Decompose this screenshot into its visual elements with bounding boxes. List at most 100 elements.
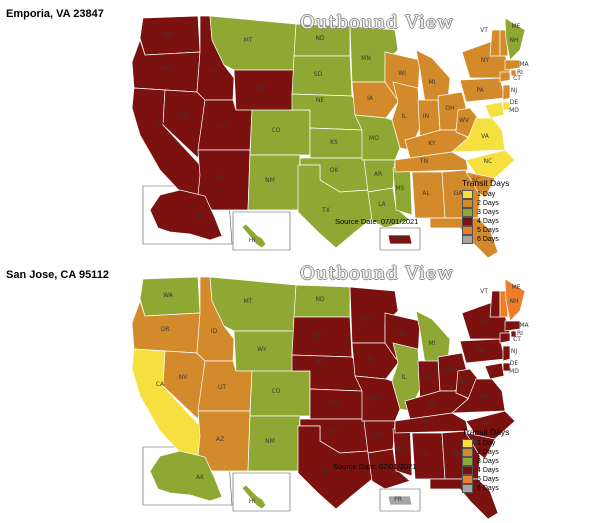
state-region-tn <box>394 151 469 173</box>
state-label-mt: MT <box>244 298 253 305</box>
state-label-mt: MT <box>244 37 253 44</box>
origin-label: San Jose, CA 95112 <box>6 269 109 281</box>
legend-label: 5 Days <box>477 227 499 234</box>
state-label-tn: TN <box>419 158 428 165</box>
transit-legend: Transit Days 1 Day 2 Days 3 Days 4 Days 5 Da… <box>462 178 542 244</box>
state-label-or: OR <box>161 326 170 333</box>
state-label-me: ME <box>512 23 521 30</box>
state-region-mt <box>209 15 297 71</box>
state-label-ia: IA <box>367 356 374 363</box>
state-label-wv: WV <box>459 378 470 385</box>
state-region-ri <box>510 69 517 77</box>
state-label-nh: NH <box>510 37 519 44</box>
legend-item: 2 Days <box>462 199 542 208</box>
state-label-oh: OH <box>445 366 454 373</box>
state-region-mi <box>415 310 451 364</box>
legend-swatch <box>462 457 473 466</box>
state-label-ut: UT <box>218 384 226 391</box>
state-label-wy: WY <box>257 85 267 92</box>
state-label-nc: NC <box>484 158 493 165</box>
state-label-az: AZ <box>216 436 224 443</box>
state-label-hi: HI <box>249 498 256 505</box>
state-label-vt: VT <box>480 288 488 295</box>
state-label-ri: RI <box>517 69 523 76</box>
legend-label: 1 Day <box>477 191 496 198</box>
state-label-va: VA <box>481 133 490 140</box>
state-label-oh: OH <box>445 105 454 112</box>
state-label-me: ME <box>512 284 521 291</box>
state-region-nj <box>502 345 511 362</box>
transit-legend: Transit Days 1 Day 2 Days 3 Days 4 Days 5 Da… <box>462 427 542 493</box>
state-label-ia: IA <box>367 95 374 102</box>
origin-label: Emporia, VA 23847 <box>6 8 104 20</box>
state-label-wa: WA <box>163 292 174 299</box>
state-label-al: AL <box>422 190 430 197</box>
state-region-fl <box>429 217 499 259</box>
legend-item: 1 Day <box>462 439 542 448</box>
state-label-ny: NY <box>481 57 489 64</box>
state-region-ak <box>149 189 223 241</box>
state-label-ma: MA <box>519 61 529 68</box>
state-label-ak: AK <box>196 474 205 481</box>
legend-label: 3 Days <box>477 209 499 216</box>
state-region-md <box>484 101 505 119</box>
state-label-wv: WV <box>459 117 470 124</box>
state-label-ut: UT <box>218 123 226 130</box>
legend-item: 4 Days <box>462 217 542 226</box>
legend-label: 4 Days <box>477 218 499 225</box>
state-label-tx: TX <box>321 207 330 214</box>
state-label-il: IL <box>401 113 407 120</box>
state-label-nm: NM <box>265 438 275 445</box>
state-label-co: CO <box>272 388 281 395</box>
transit-map: WA OR CA NV ID MT WY UT AZ CO NM ND SD NE KS OK TX MN IA MO… <box>131 15 530 259</box>
state-label-co: CO <box>272 127 281 134</box>
state-label-mi: MI <box>429 340 436 347</box>
state-region-sc <box>465 432 496 460</box>
state-region-il <box>391 81 421 151</box>
state-label-in: IN <box>423 374 429 381</box>
state-label-nd: ND <box>315 35 324 42</box>
legend-swatch <box>462 235 473 244</box>
state-label-vt: VT <box>480 27 488 34</box>
source-date: Source Date: 07/01/2021 <box>333 462 417 471</box>
state-label-la: LA <box>378 462 386 469</box>
state-label-mn: MN <box>361 55 371 62</box>
state-region-hi <box>241 484 267 510</box>
state-label-il: IL <box>401 374 407 381</box>
state-region-vt <box>489 290 501 318</box>
state-label-tx: TX <box>321 468 330 475</box>
legend-label: 2 Days <box>477 449 499 456</box>
outbound-map-panel-sanjose: San Jose, CA 95112 WA OR CA NV ID MT WY UT AZ CO N… <box>0 261 612 522</box>
state-label-pa: PA <box>476 348 484 355</box>
legend-swatch <box>462 484 473 493</box>
state-label-mi: MI <box>429 79 436 86</box>
state-region-md <box>484 362 505 380</box>
state-label-la: LA <box>378 201 386 208</box>
state-label-de: DE <box>510 99 519 106</box>
state-region-me <box>504 278 526 322</box>
legend-swatch <box>462 475 473 484</box>
state-region-la <box>367 448 411 490</box>
state-region-pr <box>387 234 413 245</box>
source-date: Source Date: 07/01/2021 <box>335 217 419 226</box>
state-label-sd: SD <box>314 71 323 78</box>
state-label-ky: KY <box>428 140 436 147</box>
state-region-mt <box>209 276 297 332</box>
state-region-fl <box>429 478 499 520</box>
state-region-mi <box>415 49 451 103</box>
state-label-sc: SC <box>472 438 480 445</box>
state-label-mn: MN <box>361 316 371 323</box>
state-label-ga: GA <box>454 190 464 197</box>
state-label-ga: GA <box>454 451 464 458</box>
state-label-nj: NJ <box>511 87 517 94</box>
state-region-mo <box>354 375 401 422</box>
state-label-mo: MO <box>369 135 379 142</box>
state-label-ri: RI <box>517 330 523 337</box>
puerto-rico-inset-frame <box>379 227 421 251</box>
legend-label: 3 Days <box>477 458 499 465</box>
state-label-nd: ND <box>315 296 324 303</box>
legend-swatch <box>462 208 473 217</box>
state-label-ak: AK <box>196 213 205 220</box>
state-region-tn <box>394 412 469 434</box>
state-label-sd: SD <box>314 332 323 339</box>
